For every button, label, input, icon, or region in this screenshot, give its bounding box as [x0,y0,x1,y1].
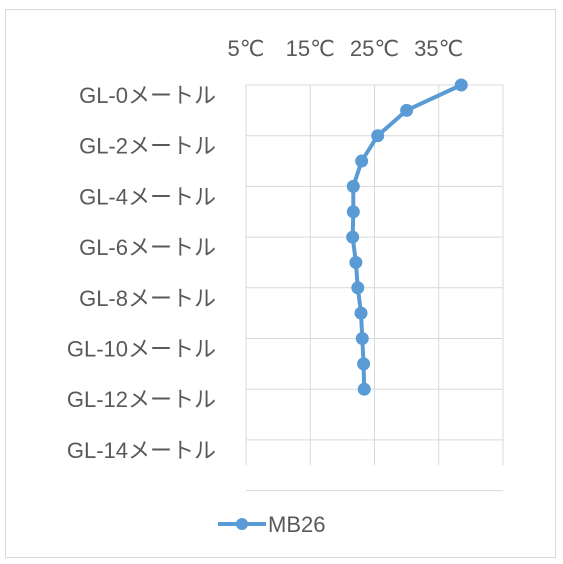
chart-border [5,9,556,558]
data-point [357,382,371,396]
y-axis-ticks: GL-0メートル GL-2メートル GL-4メートル GL-6メートル GL-8メートル… [67,83,216,463]
data-point [351,281,365,295]
data-point [346,230,360,244]
y-tick-label: GL-4メートル [79,184,216,209]
legend: MB26 [218,512,325,537]
y-tick-label: GL-8メートル [79,286,216,311]
x-axis-ticks: 5℃ 15℃ 25℃ 35℃ [228,36,464,61]
y-tick-label: GL-12メートル [67,387,216,412]
data-point [355,154,369,168]
legend-marker [236,518,248,530]
series-layer [346,78,468,396]
data-point [371,129,385,143]
y-tick-label: GL-6メートル [79,235,216,260]
legend-label: MB26 [268,512,325,537]
data-point [349,255,363,269]
y-tick-label: GL-0メートル [79,83,216,108]
y-tick-label: GL-14メートル [67,438,216,463]
data-point [354,306,368,320]
y-tick-label: GL-10メートル [67,337,216,362]
x-tick-label: 35℃ [414,36,463,61]
data-point [346,205,360,219]
data-point [346,179,360,193]
x-tick-label: 5℃ [228,36,265,61]
data-point [454,78,468,92]
y-tick-label: GL-2メートル [79,134,216,159]
data-point [357,357,371,371]
x-tick-label: 25℃ [350,36,399,61]
data-point [400,103,414,117]
data-point [355,332,369,345]
x-tick-label: 15℃ [286,36,335,61]
